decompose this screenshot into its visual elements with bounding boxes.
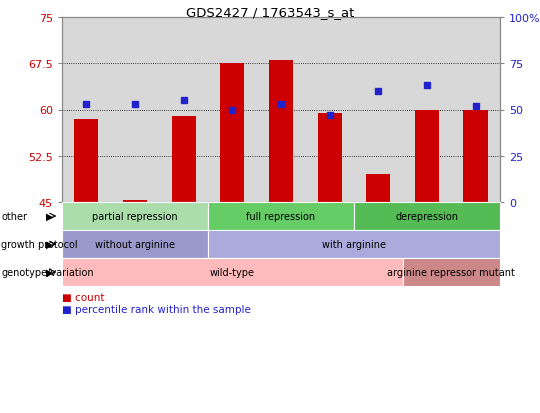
Bar [123, 201, 147, 202]
Text: partial repression: partial repression [92, 211, 178, 221]
Text: arginine repressor mutant: arginine repressor mutant [387, 267, 515, 277]
Bar [256, 18, 305, 202]
Text: derepression: derepression [395, 211, 458, 221]
Text: growth protocol: growth protocol [1, 240, 78, 249]
Bar [403, 18, 451, 202]
Text: GDS2427 / 1763543_s_at: GDS2427 / 1763543_s_at [186, 6, 354, 19]
Bar [366, 175, 390, 202]
Text: genotype/variation: genotype/variation [1, 267, 94, 277]
Text: full repression: full repression [246, 211, 315, 221]
Text: ▶: ▶ [46, 240, 54, 249]
Bar [451, 18, 500, 202]
Bar [463, 110, 488, 202]
Bar [415, 110, 439, 202]
Bar [305, 18, 354, 202]
Text: with arginine: with arginine [322, 240, 386, 249]
Bar [318, 113, 342, 202]
Text: without arginine: without arginine [95, 240, 175, 249]
Bar [111, 18, 159, 202]
Bar [220, 64, 245, 202]
Text: ▶: ▶ [46, 211, 54, 221]
Bar [269, 61, 293, 202]
Text: wild-type: wild-type [210, 267, 255, 277]
Bar [74, 119, 98, 202]
Text: other: other [1, 211, 27, 221]
Bar [172, 116, 196, 202]
Bar [62, 18, 111, 202]
Bar [159, 18, 208, 202]
Bar [354, 18, 403, 202]
Text: ▶: ▶ [46, 267, 54, 277]
Text: ■ percentile rank within the sample: ■ percentile rank within the sample [62, 304, 251, 314]
Bar [208, 18, 256, 202]
Text: ■ count: ■ count [62, 292, 105, 302]
